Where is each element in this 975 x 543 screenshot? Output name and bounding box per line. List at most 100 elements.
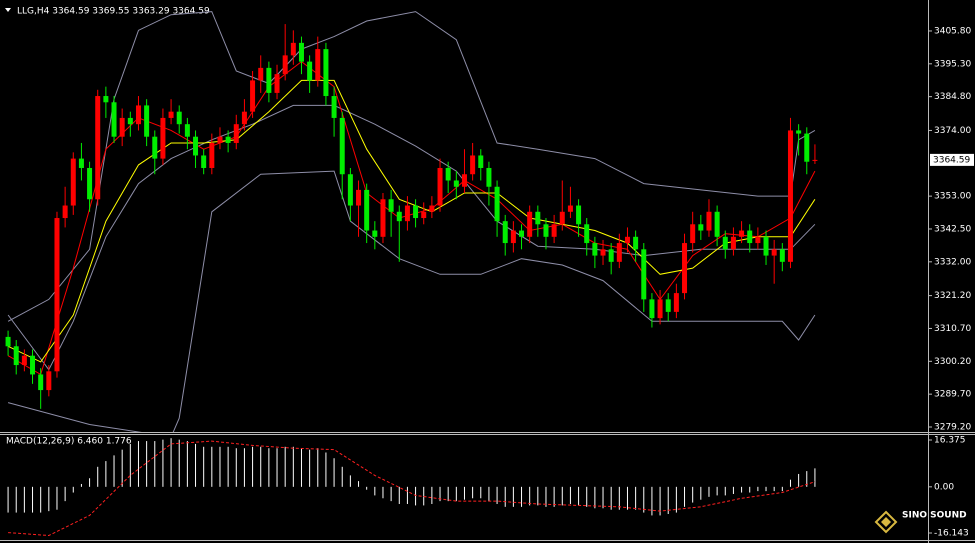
watermark-logo bbox=[874, 510, 898, 534]
y-tick-label: 3384.80 bbox=[934, 92, 971, 102]
candle-body bbox=[364, 189, 370, 231]
candle-body bbox=[339, 117, 345, 175]
candle-body bbox=[567, 205, 573, 212]
chart-title: LLG,H4 3364.59 3369.55 3363.29 3364.59 bbox=[17, 7, 210, 17]
candle-body bbox=[323, 49, 329, 97]
candle-body bbox=[201, 155, 207, 168]
candle-body bbox=[54, 218, 60, 372]
candle-body bbox=[372, 230, 378, 237]
candle-body bbox=[453, 180, 459, 187]
candle-body bbox=[111, 102, 117, 137]
y-tick-label: 3321.20 bbox=[934, 291, 971, 301]
candle-body bbox=[298, 42, 304, 62]
y-tick-label: 3342.50 bbox=[934, 224, 971, 234]
candle-body bbox=[30, 355, 36, 375]
candle-body bbox=[95, 96, 101, 200]
candle-body bbox=[494, 186, 500, 222]
candle-body bbox=[502, 221, 508, 244]
candle-body bbox=[445, 167, 451, 181]
candle-body bbox=[486, 167, 492, 187]
candle-body bbox=[233, 124, 239, 143]
candle-body bbox=[388, 199, 394, 212]
candle-body bbox=[616, 243, 622, 262]
candle-body bbox=[755, 236, 761, 244]
y-tick-label: 3332.00 bbox=[934, 257, 971, 267]
candle-body bbox=[209, 142, 215, 168]
indicator-line bbox=[7, 104, 816, 371]
candle-body bbox=[624, 236, 630, 244]
y-tick-label: -16.143 bbox=[934, 529, 969, 539]
candle-body bbox=[714, 211, 720, 237]
candle-body bbox=[347, 174, 353, 206]
candle-body bbox=[331, 96, 337, 118]
candle-body bbox=[429, 205, 435, 212]
y-tick-label: 3289.70 bbox=[934, 390, 971, 400]
candle-body bbox=[241, 111, 247, 125]
candle-body bbox=[5, 336, 11, 347]
candle-body bbox=[470, 155, 476, 175]
y-tick-label: 0.00 bbox=[934, 482, 954, 492]
candle-body bbox=[633, 236, 639, 250]
candle-body bbox=[673, 293, 679, 312]
candle-body bbox=[771, 249, 777, 256]
candle-body bbox=[657, 299, 663, 319]
candle-body bbox=[168, 111, 174, 118]
candle-body bbox=[437, 167, 443, 206]
candle-body bbox=[421, 211, 427, 219]
candle-body bbox=[119, 117, 125, 137]
candle-body bbox=[698, 224, 704, 231]
candle-body bbox=[584, 224, 590, 244]
candle-body bbox=[103, 96, 109, 103]
current-price-box bbox=[930, 153, 974, 166]
candle-body bbox=[535, 211, 541, 225]
y-tick-label: 3300.20 bbox=[934, 357, 971, 367]
candle-body bbox=[519, 230, 525, 237]
candle-body bbox=[193, 136, 199, 156]
candle-body bbox=[307, 61, 313, 81]
candle-body bbox=[160, 117, 166, 159]
candle-body bbox=[641, 249, 647, 300]
menu-arrow[interactable] bbox=[5, 8, 11, 12]
candle-body bbox=[396, 211, 402, 222]
candle-body bbox=[78, 158, 84, 168]
candle-body bbox=[576, 205, 582, 225]
candle-body bbox=[258, 67, 264, 81]
candle-body bbox=[250, 80, 256, 112]
candle-body bbox=[510, 230, 516, 244]
candle-body bbox=[266, 67, 272, 93]
axis-labels: 3405.80 3395.30 3384.80 3374.00 3353.00 3342.… bbox=[928, 26, 974, 539]
candle-body bbox=[87, 167, 93, 200]
candle-body bbox=[217, 136, 223, 143]
candle-body bbox=[274, 74, 280, 93]
candle-body bbox=[796, 130, 802, 134]
candle-body bbox=[787, 130, 793, 262]
candle-body bbox=[763, 236, 769, 256]
candle-body bbox=[413, 205, 419, 219]
candle-body bbox=[812, 159, 818, 161]
candle-body bbox=[62, 205, 68, 219]
candle-body bbox=[184, 124, 190, 137]
y-tick-label: 3374.00 bbox=[934, 126, 971, 136]
candle-body bbox=[315, 49, 321, 81]
candle-body bbox=[722, 236, 728, 250]
candle-body bbox=[592, 243, 598, 256]
y-tick-label: 16.375 bbox=[934, 435, 966, 445]
indicator-line bbox=[7, 11, 816, 322]
candle-body bbox=[135, 105, 141, 125]
candle-body bbox=[665, 299, 671, 312]
candle-body bbox=[690, 224, 696, 244]
candle-body bbox=[779, 249, 785, 262]
candle-body bbox=[747, 230, 753, 244]
watermark-text: SINO SOUND bbox=[902, 511, 967, 521]
candle-body bbox=[144, 105, 150, 137]
price-panel bbox=[5, 11, 818, 432]
candle-body bbox=[649, 299, 655, 319]
indicator-line bbox=[7, 170, 816, 432]
candle-body bbox=[600, 249, 606, 256]
y-tick-label: 3279.20 bbox=[934, 422, 971, 432]
candle-body bbox=[176, 111, 182, 125]
candle-body bbox=[739, 230, 745, 237]
candle-body bbox=[356, 189, 362, 206]
current-price-label: 3364.59 bbox=[933, 155, 970, 165]
